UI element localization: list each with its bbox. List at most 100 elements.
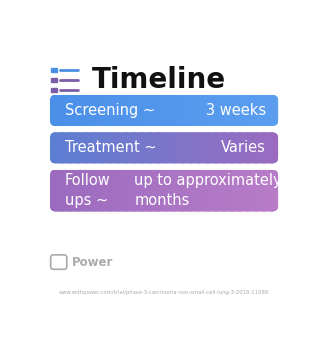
Bar: [264, 170, 266, 211]
Bar: [256, 95, 258, 126]
Bar: [251, 95, 252, 126]
Bar: [264, 95, 266, 126]
Bar: [258, 170, 259, 211]
Bar: [147, 95, 148, 126]
Bar: [112, 133, 113, 163]
Bar: [262, 170, 264, 211]
Bar: [173, 95, 175, 126]
Bar: [85, 95, 87, 126]
Bar: [228, 170, 229, 211]
Bar: [244, 133, 245, 163]
Bar: [132, 133, 134, 163]
Bar: [237, 170, 239, 211]
Bar: [209, 95, 210, 126]
Bar: [96, 95, 97, 126]
Bar: [76, 95, 78, 126]
Bar: [240, 170, 242, 211]
Bar: [138, 95, 140, 126]
Bar: [198, 95, 200, 126]
Bar: [137, 133, 138, 163]
Bar: [186, 170, 187, 211]
Bar: [70, 95, 72, 126]
Bar: [169, 133, 170, 163]
Bar: [67, 133, 69, 163]
Bar: [68, 133, 70, 163]
Text: up to approximately 96
months: up to approximately 96 months: [134, 173, 305, 208]
Bar: [204, 95, 205, 126]
Bar: [101, 133, 103, 163]
Bar: [140, 133, 142, 163]
Bar: [189, 170, 191, 211]
Bar: [100, 133, 102, 163]
Bar: [267, 170, 268, 211]
Text: Follow
ups ~: Follow ups ~: [65, 173, 110, 208]
Bar: [220, 133, 221, 163]
Bar: [83, 95, 84, 126]
Bar: [250, 95, 251, 126]
Bar: [196, 133, 197, 163]
Bar: [258, 95, 259, 126]
Bar: [216, 170, 218, 211]
Bar: [272, 133, 274, 163]
Bar: [196, 170, 197, 211]
Bar: [93, 95, 95, 126]
Bar: [114, 170, 116, 211]
Bar: [149, 95, 151, 126]
Bar: [242, 95, 243, 126]
Bar: [269, 95, 271, 126]
Bar: [195, 133, 196, 163]
Bar: [56, 133, 57, 163]
Bar: [61, 133, 63, 163]
Bar: [164, 133, 166, 163]
Bar: [229, 170, 231, 211]
Bar: [89, 170, 90, 211]
Bar: [255, 133, 257, 163]
Bar: [125, 170, 127, 211]
Bar: [259, 133, 260, 163]
Bar: [54, 133, 56, 163]
Bar: [166, 170, 168, 211]
Bar: [177, 170, 178, 211]
Bar: [193, 133, 194, 163]
Bar: [59, 170, 61, 211]
Bar: [97, 133, 98, 163]
Bar: [81, 133, 82, 163]
Bar: [219, 95, 220, 126]
Bar: [244, 170, 245, 211]
Bar: [266, 95, 267, 126]
Bar: [165, 133, 167, 163]
Bar: [180, 133, 182, 163]
Bar: [254, 133, 256, 163]
Bar: [253, 133, 255, 163]
Bar: [198, 170, 200, 211]
Bar: [132, 170, 134, 211]
Bar: [215, 95, 217, 126]
Bar: [247, 95, 249, 126]
Bar: [141, 170, 143, 211]
Bar: [145, 170, 146, 211]
Bar: [260, 95, 261, 126]
Bar: [84, 133, 86, 163]
Bar: [221, 170, 223, 211]
Bar: [181, 133, 183, 163]
Bar: [274, 95, 275, 126]
Bar: [138, 170, 140, 211]
Bar: [264, 133, 266, 163]
Bar: [239, 170, 241, 211]
Bar: [185, 95, 186, 126]
Bar: [235, 95, 236, 126]
Bar: [129, 133, 130, 163]
Bar: [156, 95, 158, 126]
Bar: [65, 95, 66, 126]
Bar: [175, 170, 177, 211]
Bar: [56, 95, 57, 126]
Bar: [276, 95, 277, 126]
Bar: [134, 133, 136, 163]
Bar: [77, 95, 79, 126]
Bar: [151, 170, 153, 211]
Bar: [182, 133, 184, 163]
Bar: [57, 95, 59, 126]
Bar: [161, 133, 162, 163]
Bar: [214, 133, 216, 163]
Bar: [255, 95, 257, 126]
